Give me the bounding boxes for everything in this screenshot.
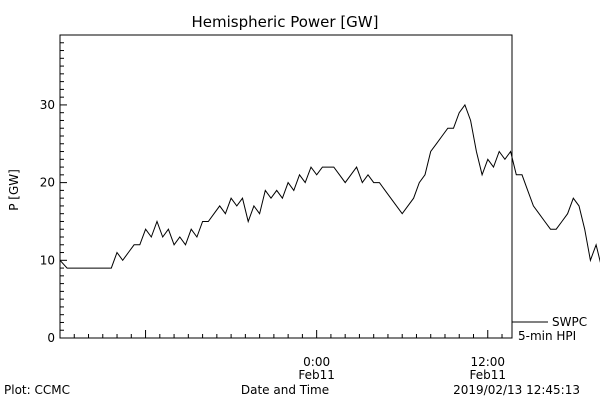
x-tick-time: 12:00 — [470, 355, 505, 369]
x-axis: 0:00Feb1112:00Feb110:00Feb1212:00Feb120:… — [59, 330, 507, 382]
footer-timestamp: 2019/02/13 12:45:13 — [453, 383, 580, 397]
x-tick-time: 0:00 — [303, 355, 330, 369]
y-tick-label: 10 — [40, 253, 55, 267]
plot-frame — [59, 34, 513, 339]
legend-source: SWPC — [552, 315, 587, 329]
x-tick-date: Feb11 — [470, 368, 507, 382]
chart-title: Hemispheric Power [GW] — [192, 13, 379, 31]
hpi-series-line — [59, 103, 600, 269]
footer-credit: Plot: CCMC — [4, 383, 70, 397]
y-tick-label: 30 — [40, 98, 55, 112]
x-tick-date: Feb11 — [298, 368, 335, 382]
y-axis-label: P [GW] — [7, 169, 21, 211]
y-axis: 0 10 20 30 — [40, 34, 67, 345]
legend-series-name: 5-min HPI — [518, 329, 576, 343]
y-tick-label: 20 — [40, 176, 55, 190]
x-axis-label: Date and Time — [241, 383, 329, 397]
y-tick-label: 0 — [47, 331, 55, 345]
